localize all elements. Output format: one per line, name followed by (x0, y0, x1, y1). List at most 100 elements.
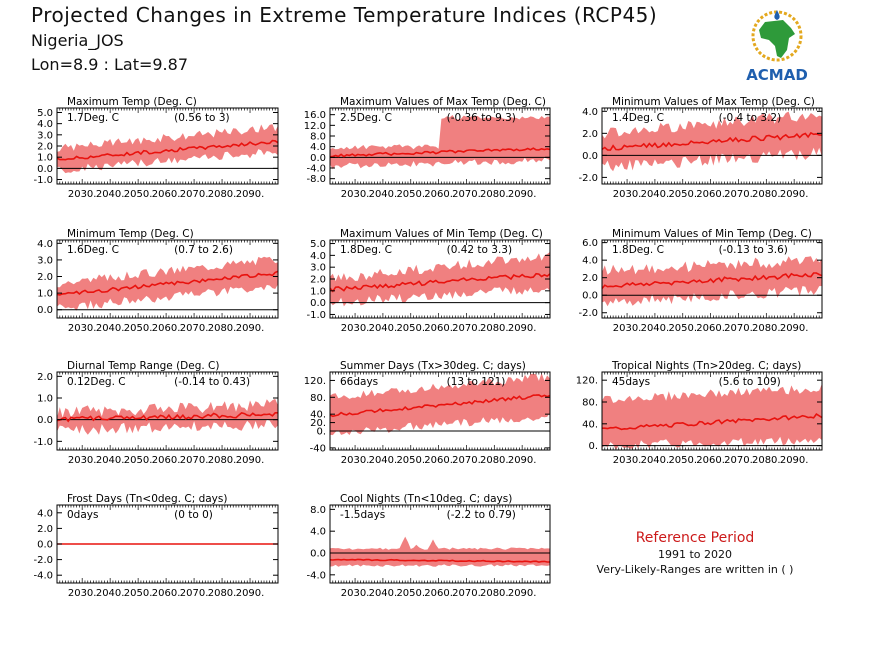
y-tick-label: -2.0 (578, 308, 598, 319)
x-tick-label: 2080. (208, 588, 237, 599)
x-tick-label: 2040. (96, 588, 125, 599)
x-tick-label: 2030. (68, 588, 97, 599)
range-label: (-0.13 to 3.6) (719, 244, 788, 256)
y-tick-label: 2.0 (582, 273, 598, 284)
x-tick-label: 2080. (480, 189, 509, 200)
x-tick-label: 2050. (124, 455, 153, 466)
y-tick-label: -8.0 (306, 174, 326, 185)
reference-period: 1991 to 2020 (657, 548, 733, 561)
range-label: (-0.14 to 0.43) (174, 376, 250, 388)
plot-frame (601, 371, 823, 451)
x-tick-label: 2090. (236, 323, 265, 334)
very-likely-range-band (330, 536, 550, 567)
x-tick-label: 2050. (668, 323, 697, 334)
y-tick-label: 1.0 (37, 153, 53, 164)
y-tick-label: -40 (310, 443, 326, 454)
x-tick-label: 2030. (613, 455, 642, 466)
x-tick-label: 2060. (424, 189, 453, 200)
y-tick-label: 40. (582, 419, 598, 430)
x-tick-label: 2090. (780, 455, 809, 466)
x-tick-label: 2070. (452, 588, 481, 599)
x-tick-label: 2030. (341, 455, 370, 466)
x-tick-label: 2060. (696, 323, 725, 334)
x-tick-label: 2090. (780, 323, 809, 334)
figure-title: Projected Changes in Extreme Temperature… (31, 3, 658, 27)
very-likely-range-band (330, 115, 550, 170)
x-tick-label: 2060. (696, 455, 725, 466)
y-tick-label: 5.0 (310, 239, 326, 250)
y-tick-label: -1.0 (33, 437, 53, 448)
ensemble-mean-line (56, 270, 279, 296)
x-tick-label: 2040. (641, 323, 670, 334)
y-tick-label: 120. (304, 376, 326, 387)
africa-map-icon (751, 10, 803, 62)
x-tick-label: 2040. (96, 323, 125, 334)
x-tick-label: 2040. (369, 455, 398, 466)
x-tick-label: 2040. (96, 189, 125, 200)
x-tick-label: 2080. (480, 323, 509, 334)
chart-title: Maximum Values of Min Temp (Deg. C) (340, 228, 543, 240)
y-tick-label: 0. (316, 427, 326, 438)
mean-change-label: 1.8Deg. C (612, 244, 664, 256)
range-label: (-0.4 to 3.2) (719, 112, 782, 124)
plot-frame (329, 504, 551, 584)
mean-change-label: 1.6Deg. C (67, 244, 119, 256)
x-tick-label: 2030. (341, 189, 370, 200)
y-tick-label: -4.0 (306, 164, 326, 175)
x-tick-label: 2080. (208, 189, 237, 200)
very-likely-range-band (602, 383, 822, 450)
mean-change-label: 45days (612, 376, 650, 388)
range-label: (0.7 to 2.6) (174, 244, 233, 256)
y-tick-label: 4.0 (310, 142, 326, 153)
y-tick-label: 12.0 (304, 121, 326, 132)
x-tick-label: 2040. (641, 189, 670, 200)
chart-tnn: -2.0 0.0 2.0 4.0 6.0 2030. 2040. 2050. 2060. 2070… (578, 228, 823, 334)
y-tick-label: -4.0 (306, 570, 326, 581)
mean-change-label: 1.4Deg. C (612, 112, 664, 124)
x-tick-label: 2030. (341, 588, 370, 599)
range-label: (-2.2 to 0.79) (447, 509, 516, 521)
y-tick-label: 2.0 (310, 275, 326, 286)
mean-change-label: -1.5days (340, 509, 385, 521)
ensemble-mean-line (329, 147, 551, 158)
y-tick-label: -2.0 (33, 555, 53, 566)
reference-note: Reference Period 1991 to 2020 Very-Likel… (580, 530, 810, 576)
x-tick-label: 2070. (724, 323, 753, 334)
y-tick-label: 0.0 (310, 549, 326, 560)
y-tick-label: 4.0 (310, 251, 326, 262)
y-tick-label: 4.0 (37, 119, 53, 130)
x-tick-label: 2050. (124, 588, 153, 599)
y-tick-label: 2.0 (37, 372, 53, 383)
x-tick-label: 2060. (424, 323, 453, 334)
chart-txx: -8.0-4.00.04.08.012.016.0 2030. 2040. 2050.… (304, 96, 551, 200)
x-tick-label: 2070. (452, 189, 481, 200)
y-tick-label: 0.0 (37, 164, 53, 175)
x-tick-label: 2030. (613, 189, 642, 200)
y-tick-label: 4.0 (37, 239, 53, 250)
location-label: Nigeria_JOS (31, 31, 124, 50)
mean-change-label: 0.12Deg. C (67, 376, 126, 388)
x-tick-label: 2080. (208, 455, 237, 466)
x-tick-label: 2040. (369, 588, 398, 599)
x-tick-label: 2070. (724, 455, 753, 466)
range-label: (0.42 to 3.3) (447, 244, 512, 256)
plot-frame (601, 107, 823, 185)
x-tick-label: 2080. (480, 455, 509, 466)
x-tick-label: 2060. (696, 189, 725, 200)
x-tick-label: 2090. (236, 189, 265, 200)
plot-frame (329, 371, 551, 451)
x-tick-label: 2070. (180, 588, 209, 599)
x-tick-label: 2050. (668, 455, 697, 466)
y-tick-label: 0.0 (37, 540, 53, 551)
ensemble-mean-line (601, 272, 823, 290)
x-tick-label: 2050. (668, 189, 697, 200)
y-tick-label: 6.0 (582, 238, 598, 249)
chart-title: Summer Days (Tx>30deg. C; days) (340, 360, 526, 372)
range-label: (0.56 to 3) (174, 112, 229, 124)
chart-title: Diurnal Temp Range (Deg. C) (67, 360, 219, 372)
y-tick-label: 0.0 (582, 151, 598, 162)
x-tick-label: 2030. (613, 323, 642, 334)
plot-frame (56, 239, 279, 319)
